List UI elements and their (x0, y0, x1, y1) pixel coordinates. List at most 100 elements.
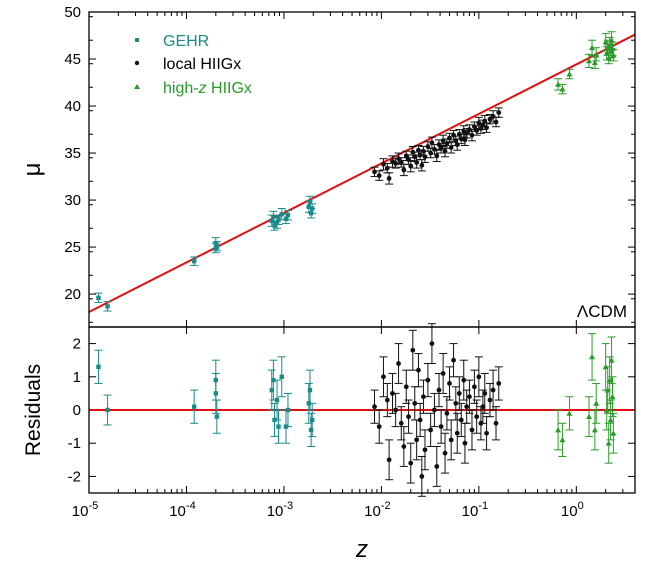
data-point-residual (269, 387, 274, 393)
x-tick-label: 10-1 (462, 500, 488, 520)
data-point-top (442, 148, 448, 154)
bottom-plot-frame (88, 326, 636, 494)
data-point-residual (442, 450, 448, 456)
data-point-residual (414, 437, 420, 443)
bottom-y-tick-label: 1 (73, 369, 81, 386)
data-point-residual (609, 393, 616, 400)
data-point-residual (591, 426, 598, 433)
data-point-top (272, 223, 277, 228)
data-point-residual (403, 384, 409, 390)
data-point-top (448, 145, 454, 150)
data-point-top (493, 119, 499, 125)
x-tick-base: 10 (364, 503, 381, 520)
data-point-residual (309, 417, 315, 423)
data-point-residual (96, 364, 101, 370)
x-tick-exponent: -1 (478, 500, 488, 512)
data-point-residual (191, 404, 197, 409)
data-point-residual (396, 361, 401, 366)
data-point-residual (461, 377, 467, 383)
x-tick-base: 10 (561, 503, 578, 520)
data-point-top (462, 137, 468, 143)
data-point-top (589, 44, 596, 51)
data-point-residual (422, 447, 428, 453)
data-point-residual (438, 424, 444, 429)
data-point-residual (428, 427, 434, 433)
data-point-residual (417, 417, 423, 423)
data-point-top (438, 145, 444, 151)
data-point-residual (386, 457, 392, 463)
data-point-residual (608, 357, 615, 363)
data-point-residual (490, 387, 496, 393)
data-point-residual (384, 397, 390, 403)
legend-marker-triangle (134, 84, 140, 89)
data-point-top (283, 216, 289, 222)
legend-marker-circle (134, 60, 140, 66)
data-point-top (566, 71, 573, 77)
data-point-residual (412, 400, 418, 406)
data-point-top (309, 206, 315, 211)
data-point-residual (487, 397, 493, 403)
legend-entry-high-z-hiigx: high-z HIIGx (134, 80, 252, 97)
data-point-residual (469, 427, 475, 433)
data-point-residual (432, 407, 437, 413)
data-point-residual (421, 394, 426, 400)
data-point-residual (376, 424, 382, 429)
data-point-top (285, 212, 291, 218)
data-point-top (496, 110, 502, 116)
data-point-top (458, 136, 464, 142)
data-point-residual (566, 410, 573, 416)
data-point-residual (447, 381, 452, 386)
data-point-residual (605, 440, 612, 446)
top-y-tick-label: 45 (64, 51, 81, 68)
data-point-top (610, 52, 617, 58)
bottom-data-points (94, 323, 618, 497)
data-point-residual (436, 387, 442, 393)
data-point-residual (213, 377, 219, 383)
data-point-residual (454, 430, 460, 436)
x-tick-label: 10-5 (72, 500, 98, 520)
data-point-top (381, 161, 386, 167)
data-point-residual (444, 410, 450, 416)
x-tick-base: 10 (169, 503, 186, 520)
data-point-residual (607, 416, 614, 423)
data-point-residual (393, 407, 399, 413)
data-point-residual (448, 437, 454, 443)
data-point-top (484, 125, 489, 131)
data-point-top (586, 57, 593, 64)
data-point-top (429, 140, 435, 146)
top-y-ticks: 20 25 30 35 40 45 50 (64, 4, 635, 323)
bottom-y-tick-label: 0 (73, 402, 81, 419)
data-point-top (591, 59, 598, 66)
data-point-residual (440, 371, 446, 376)
data-point-top (398, 160, 404, 165)
data-point-residual (285, 407, 291, 413)
bottom-y-axis-label: Residuals (22, 364, 45, 456)
legend-label-prefix: high- (163, 80, 199, 97)
data-point-top (393, 160, 399, 166)
top-panel: 20 25 30 35 40 45 50 ΛCDM GEHR local HIIGx hig… (19, 4, 636, 328)
x-tick-label: 10-3 (267, 500, 293, 520)
data-point-residual (496, 381, 502, 386)
data-point-residual (401, 444, 407, 449)
top-y-tick-label: 50 (64, 4, 81, 21)
top-y-axis-label: μ (19, 163, 46, 177)
data-point-residual (476, 374, 482, 380)
legend-label-suffix: HIIGx (207, 80, 252, 97)
data-point-top (425, 144, 431, 149)
data-point-residual (214, 414, 220, 419)
x-tick-label: 100 (561, 500, 584, 520)
data-point-top (474, 128, 480, 133)
data-point-residual (425, 377, 431, 383)
data-point-top (306, 204, 312, 209)
data-point-residual (458, 417, 464, 423)
data-point-residual (484, 430, 489, 436)
data-point-residual (456, 391, 462, 396)
lcdm-model-line (88, 33, 636, 313)
data-point-residual (429, 341, 435, 346)
data-point-top (490, 113, 496, 119)
data-point-residual (593, 400, 600, 406)
top-y-tick-label: 35 (64, 145, 81, 162)
legend-entry-gehr: GEHR (135, 33, 209, 50)
data-point-residual (467, 394, 472, 400)
